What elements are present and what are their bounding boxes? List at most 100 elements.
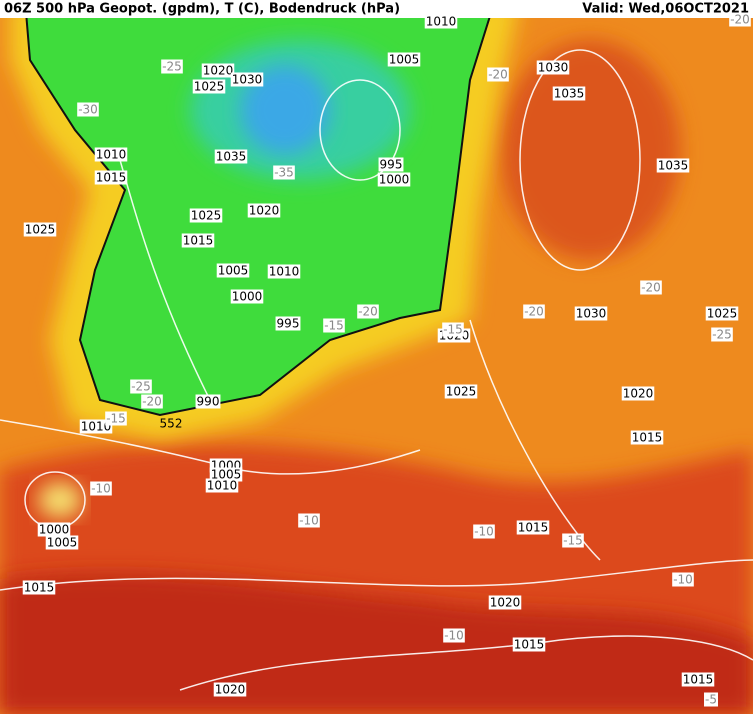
isobar-label: 1030 bbox=[576, 307, 607, 321]
temperature-label-box bbox=[77, 102, 99, 117]
isobar-label-box bbox=[23, 222, 57, 237]
temperature-label-box bbox=[105, 411, 127, 426]
temperature-label: -15 bbox=[324, 319, 344, 333]
isobar-label: 1015 bbox=[96, 171, 127, 185]
isobar-label: 1015 bbox=[514, 638, 545, 652]
isobar-label-box bbox=[630, 430, 664, 445]
isobar-label: 1020 bbox=[215, 683, 246, 697]
temperature-label: -20 bbox=[358, 305, 378, 319]
isobar-label: 1030 bbox=[538, 61, 569, 75]
isobar-label: 995 bbox=[380, 158, 403, 172]
isobar-label: 995 bbox=[277, 317, 300, 331]
valid-time: Valid: Wed,06OCT2021 bbox=[582, 2, 749, 17]
isobar-label-box bbox=[22, 580, 56, 595]
isobar-label: 1010 bbox=[426, 15, 457, 29]
isobar-label-box bbox=[516, 520, 550, 535]
temperature-label: -5 bbox=[705, 693, 717, 707]
isobar-label-box bbox=[378, 157, 404, 172]
temperature-label-box bbox=[640, 280, 662, 295]
isobar-label: 1025 bbox=[191, 209, 222, 223]
temperature-label-box bbox=[443, 628, 465, 643]
geopotential-label: 552 bbox=[160, 417, 183, 431]
isobar-label: 1015 bbox=[183, 234, 214, 248]
temperature-label-box bbox=[473, 524, 495, 539]
isobar-label-box bbox=[94, 170, 128, 185]
temperature-label-box bbox=[442, 322, 464, 337]
temperature-label: -10 bbox=[474, 525, 494, 539]
temperature-label-box bbox=[729, 12, 751, 27]
isobar-label-box bbox=[424, 14, 458, 29]
isobar-label: 1005 bbox=[211, 468, 242, 482]
isobar-label-box bbox=[195, 394, 221, 409]
isobar-label-box bbox=[552, 86, 586, 101]
temperature-label: -25 bbox=[712, 328, 732, 342]
temperature-label: -15 bbox=[106, 412, 126, 426]
isobar-label-box bbox=[536, 60, 570, 75]
isobar-label-box bbox=[201, 63, 235, 78]
temperature-label-box bbox=[298, 513, 320, 528]
temperature-label-box bbox=[487, 67, 509, 82]
temperature-label: -35 bbox=[274, 166, 294, 180]
isobar-label-box bbox=[79, 419, 113, 434]
isobar-label-box bbox=[189, 208, 223, 223]
isobar-label-box bbox=[181, 233, 215, 248]
isobar-label: 1000 bbox=[39, 523, 70, 537]
temperature-label-box bbox=[523, 304, 545, 319]
isobar-label-box bbox=[192, 79, 226, 94]
temperature-label: -30 bbox=[78, 103, 98, 117]
isobar-label-box bbox=[45, 535, 79, 550]
temperature-label: -15 bbox=[563, 534, 583, 548]
isobar-label-box bbox=[230, 72, 264, 87]
isobar-label-box bbox=[377, 172, 411, 187]
isobar-label: 1010 bbox=[81, 420, 112, 434]
temperature-label: -25 bbox=[131, 380, 151, 394]
temperature-label: -10 bbox=[91, 482, 111, 496]
isobar-label: 1000 bbox=[379, 173, 410, 187]
isobar-label-box bbox=[230, 289, 264, 304]
temperature-label-box bbox=[161, 59, 183, 74]
isobar-label: 1005 bbox=[218, 264, 249, 278]
temperature-label-box bbox=[357, 304, 379, 319]
isobar-label: 1035 bbox=[658, 159, 689, 173]
temperature-label: -15 bbox=[443, 323, 463, 337]
temperature-label-box bbox=[704, 692, 718, 707]
isobar-label: 1020 bbox=[623, 387, 654, 401]
isobar-label-box bbox=[621, 386, 655, 401]
temperature-label-box bbox=[323, 318, 345, 333]
isobar-label: 1010 bbox=[269, 265, 300, 279]
isobar-label-box bbox=[705, 306, 739, 321]
temperature-label-box bbox=[141, 394, 163, 409]
isobar-label-box bbox=[37, 522, 71, 537]
temperature-label-box bbox=[273, 165, 295, 180]
isobar-label: 1035 bbox=[216, 150, 247, 164]
isobar-label-box bbox=[681, 672, 715, 687]
temperature-label: -10 bbox=[444, 629, 464, 643]
isobar-label: 1025 bbox=[194, 80, 225, 94]
isobar-label-box bbox=[216, 263, 250, 278]
temperature-label: -20 bbox=[524, 305, 544, 319]
isobar-label-box bbox=[275, 316, 301, 331]
isobar-label: 1005 bbox=[389, 53, 420, 67]
isobar-label: 1015 bbox=[683, 673, 714, 687]
isobar-label: 990 bbox=[197, 395, 220, 409]
map-title: 06Z 500 hPa Geopot. (gpdm), T (C), Boden… bbox=[4, 2, 400, 17]
isobar-label: 1025 bbox=[707, 307, 738, 321]
isobar-label: 1010 bbox=[96, 148, 127, 162]
isobar-label-box bbox=[512, 637, 546, 652]
temperature-label: -10 bbox=[673, 573, 693, 587]
isobar-label: 1020 bbox=[249, 204, 280, 218]
temperature-label-box bbox=[90, 481, 112, 496]
temperature-label: -10 bbox=[299, 514, 319, 528]
isobar-label: 1025 bbox=[446, 385, 477, 399]
temperature-label: -25 bbox=[162, 60, 182, 74]
isobar-label-box bbox=[94, 147, 128, 162]
isobar-label: 1020 bbox=[490, 596, 521, 610]
isobar-label-box bbox=[205, 478, 239, 493]
isobar-label-box bbox=[267, 264, 301, 279]
temperature-label: -20 bbox=[142, 395, 162, 409]
isobar-label: 1035 bbox=[554, 87, 585, 101]
isobar-label: 1015 bbox=[632, 431, 663, 445]
temperature-label: -20 bbox=[730, 13, 750, 27]
header-bar bbox=[0, 0, 753, 18]
